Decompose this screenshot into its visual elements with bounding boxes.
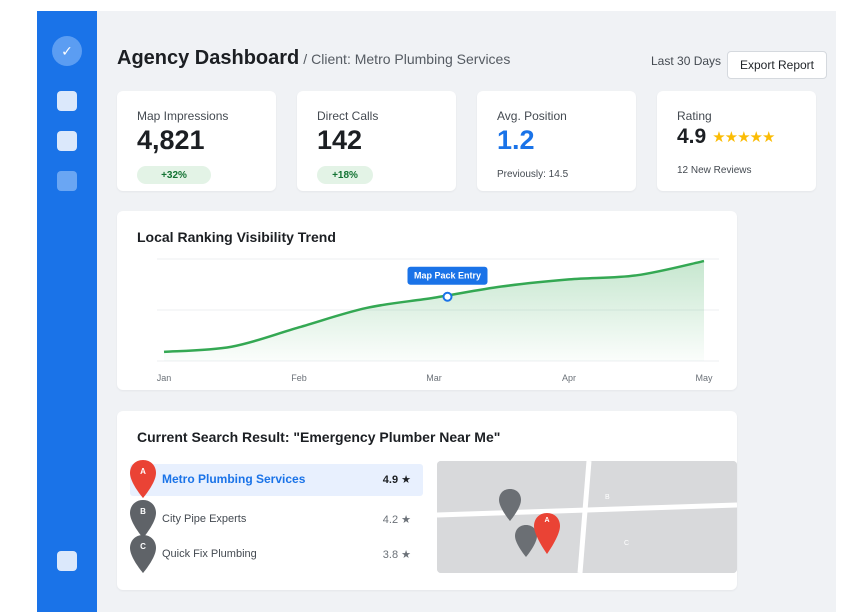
impressions-change-badge: +32% — [137, 166, 211, 184]
result-item-a[interactable]: A Metro Plumbing Services 4.9 ★ — [130, 460, 423, 498]
calls-value: 142 — [317, 125, 363, 155]
pin-b-letter: B — [140, 507, 146, 516]
result-list: A Metro Plumbing Services 4.9 ★ B City P… — [130, 460, 425, 573]
x-tick-label: Apr — [562, 373, 576, 383]
map-pin-b-icon: B — [130, 500, 156, 538]
check-icon[interactable]: ✓ — [52, 36, 82, 66]
calls-card: Direct Calls 142 +18% — [297, 91, 456, 191]
result-name-c[interactable]: Quick Fix Plumbing — [162, 548, 257, 560]
impressions-value: 4,821 — [137, 125, 205, 155]
sidebar: ✓ — [37, 11, 97, 612]
result-item-c[interactable]: C Quick Fix Plumbing 3.8 ★ — [130, 535, 423, 573]
x-tick-label: Mar — [426, 373, 442, 383]
search-title: Current Search Result: "Emergency Plumbe… — [137, 429, 501, 445]
map-pin-gray-icon[interactable] — [499, 489, 521, 521]
map-road-vertical — [577, 461, 592, 573]
annotation-box — [407, 266, 488, 285]
title-separator: / — [303, 51, 308, 67]
trend-chart: Jan Feb Mar Apr May Map Pack Entry — [157, 258, 719, 383]
result-name-a[interactable]: Metro Plumbing Services — [162, 472, 306, 486]
sidebar-item-4[interactable] — [57, 551, 77, 571]
export-report-button[interactable]: Export Report — [727, 51, 827, 79]
trend-title: Local Ranking Visibility Trend — [137, 229, 336, 245]
position-previous: Previously: 14.5 — [497, 169, 569, 180]
pin-a-letter: A — [140, 467, 146, 476]
rating-card: Rating 4.9 ★★★★★ 12 New Reviews — [657, 91, 816, 191]
position-label: Avg. Position — [497, 109, 567, 123]
result-rating-b: 4.2 ★ — [382, 514, 411, 526]
rating-value: 4.9 — [677, 125, 707, 148]
search-card: Current Search Result: "Emergency Plumbe… — [117, 411, 737, 590]
sidebar-item-2[interactable] — [57, 131, 77, 151]
map-pin-a-letter: A — [544, 517, 549, 524]
map-pin-a-icon: A — [130, 460, 156, 498]
result-rating-a: 4.9 ★ — [382, 474, 411, 486]
main-content: Agency Dashboard / Client: Metro Plumbin… — [97, 11, 836, 612]
x-tick-label: May — [695, 373, 713, 383]
new-reviews: 12 New Reviews — [677, 165, 752, 176]
star-rating-icon: ★★★★★ — [712, 129, 775, 146]
trend-area — [164, 261, 704, 361]
result-item-b[interactable]: B City Pipe Experts 4.2 ★ — [130, 500, 423, 538]
rating-row: 4.9 ★★★★★ — [677, 125, 775, 149]
result-name-b[interactable]: City Pipe Experts — [162, 513, 247, 525]
date-range[interactable]: Last 30 Days — [651, 54, 722, 68]
calls-change-badge: +18% — [317, 166, 373, 184]
map-pin-c-icon: C — [130, 535, 156, 573]
trend-card: Local Ranking Visibility Trend Jan Feb Mar… — [117, 211, 737, 390]
pin-c-letter: C — [140, 542, 146, 551]
calls-label: Direct Calls — [317, 109, 379, 123]
annotation-label: Map Pack Entry — [414, 271, 481, 281]
annotation-marker[interactable] — [442, 291, 453, 302]
impressions-label: Map Impressions — [137, 109, 229, 123]
page-title: Agency Dashboard — [117, 47, 300, 69]
rating-label: Rating — [677, 109, 712, 123]
check-glyph: ✓ — [61, 42, 73, 59]
map-pin-a-icon[interactable]: A — [534, 513, 560, 554]
impressions-card: Map Impressions 4,821 +32% — [117, 91, 276, 191]
x-tick-label: Jan — [157, 373, 172, 383]
position-value: 1.2 — [497, 125, 535, 155]
result-rating-c: 3.8 ★ — [382, 549, 411, 561]
map-label-b: B — [605, 494, 610, 501]
map-canvas: B C A — [437, 461, 737, 573]
trend-line — [163, 259, 705, 354]
map-pin-gray-icon[interactable] — [515, 525, 537, 557]
page-header: Agency Dashboard / Client: Metro Plumbin… — [117, 47, 510, 70]
result-map[interactable]: B C A — [437, 461, 737, 573]
client-label: Client: Metro Plumbing Services — [311, 51, 511, 67]
map-label-c: C — [624, 540, 629, 547]
sidebar-item-1[interactable] — [57, 91, 77, 111]
x-tick-label: Feb — [291, 373, 307, 383]
sidebar-item-3[interactable] — [57, 171, 77, 191]
position-card: Avg. Position 1.2 Previously: 14.5 — [477, 91, 636, 191]
